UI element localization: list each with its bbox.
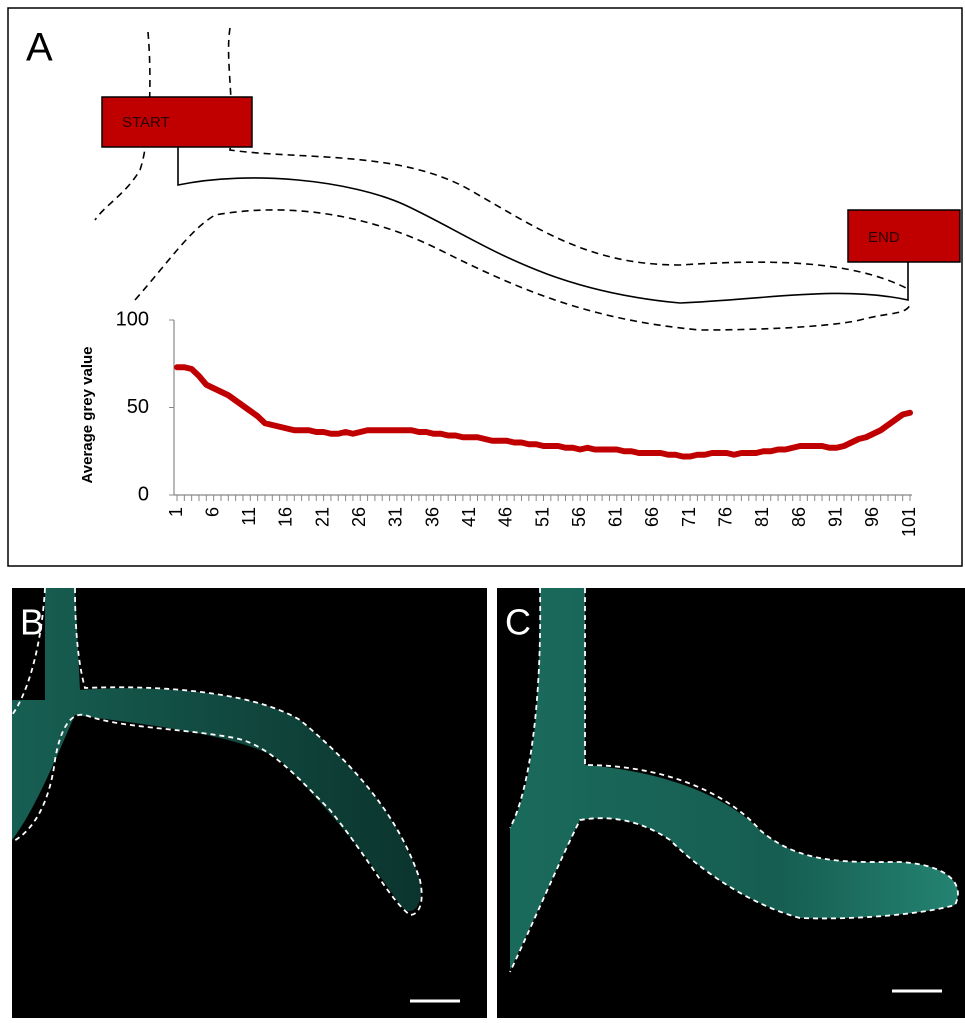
panel-label: B bbox=[20, 602, 44, 643]
x-tick-label: 71 bbox=[679, 507, 699, 527]
x-tick-label: 81 bbox=[752, 507, 772, 527]
x-tick-label: 16 bbox=[276, 507, 296, 527]
x-tick-label: 41 bbox=[459, 507, 479, 527]
data-line bbox=[174, 364, 913, 460]
x-tick-label: 66 bbox=[642, 507, 662, 527]
end-label: END bbox=[868, 229, 900, 246]
y-tick-label: 50 bbox=[127, 396, 149, 418]
panel-a-frame bbox=[7, 7, 963, 567]
y-axis-title: Average grey value bbox=[79, 346, 96, 483]
panel-label: C bbox=[505, 602, 531, 643]
x-tick-label: 26 bbox=[349, 507, 369, 527]
x-tick-label: 96 bbox=[862, 507, 882, 527]
x-tick-label: 91 bbox=[825, 507, 845, 527]
y-tick-label: 100 bbox=[116, 308, 149, 330]
x-tick-label: 51 bbox=[532, 507, 552, 527]
panel-label: A bbox=[26, 26, 53, 70]
x-tick-label: 11 bbox=[239, 507, 259, 526]
x-tick-label: 56 bbox=[569, 507, 589, 527]
start-label: START bbox=[122, 114, 170, 131]
x-tick-label: 31 bbox=[386, 507, 406, 527]
x-tick-label: 76 bbox=[716, 507, 736, 527]
y-tick-label: 0 bbox=[138, 483, 149, 505]
x-tick-label: 61 bbox=[606, 507, 626, 527]
schematic bbox=[94, 27, 961, 331]
panel-b bbox=[11, 587, 487, 1018]
x-tick-label: 36 bbox=[422, 507, 442, 527]
x-tick-label: 101 bbox=[899, 507, 919, 537]
panel-c bbox=[497, 587, 965, 1018]
x-tick-label: 86 bbox=[789, 507, 809, 527]
x-tick-label: 6 bbox=[202, 507, 222, 517]
x-tick-label: 21 bbox=[312, 507, 332, 527]
x-tick-label: 46 bbox=[496, 507, 516, 527]
x-tick-label: 1 bbox=[166, 507, 186, 517]
